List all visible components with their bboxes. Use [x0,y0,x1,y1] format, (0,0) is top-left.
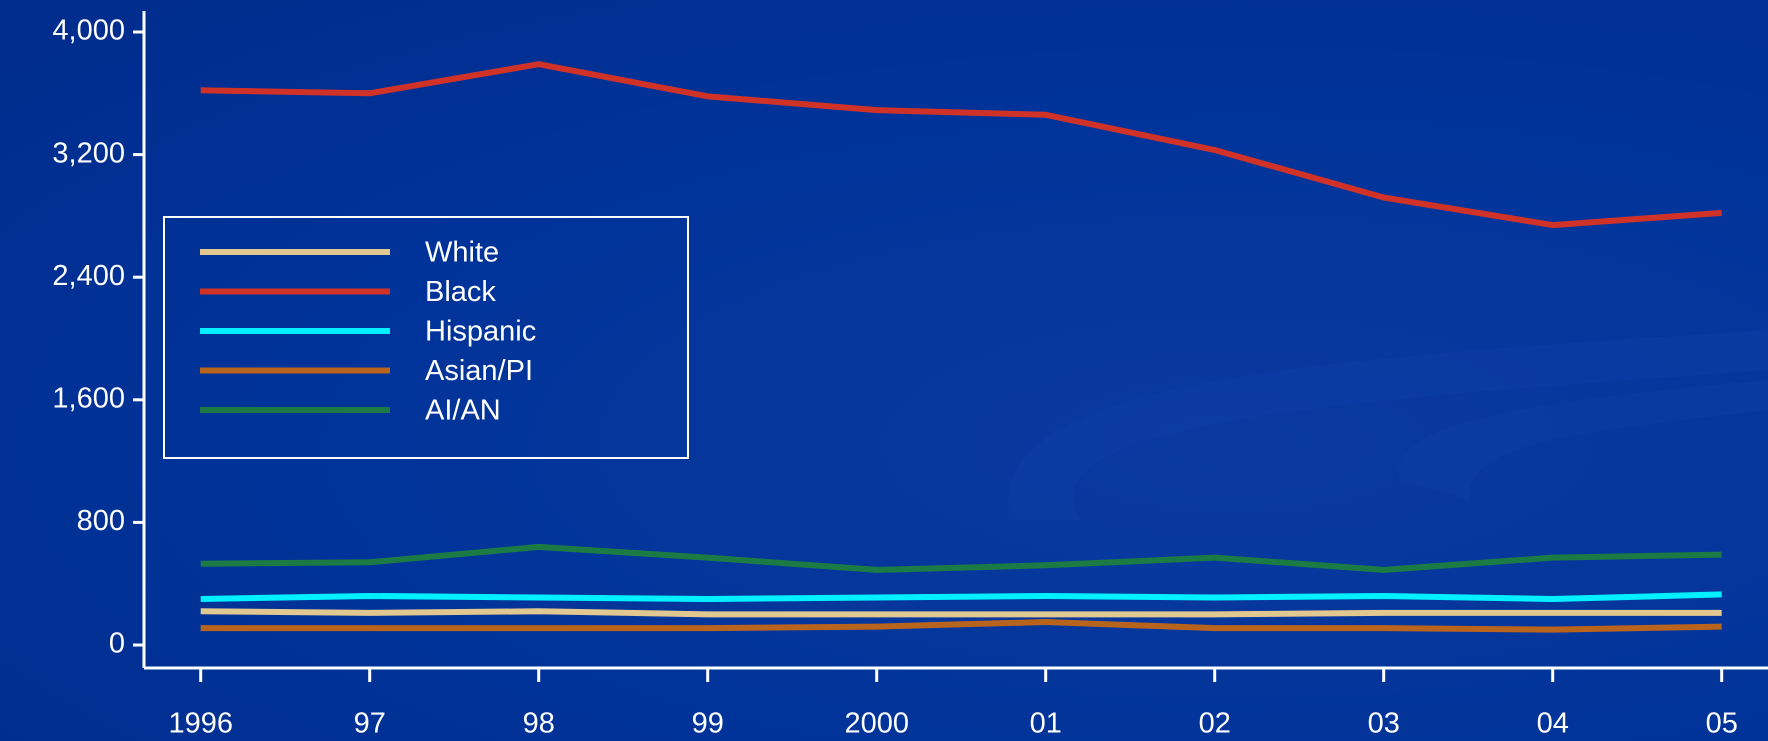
data-line [200,61,1722,229]
legend-label: White [425,237,499,269]
x-tick-label: 1996 [168,708,233,740]
legend-label: Hispanic [425,316,536,348]
y-tick-label: 4,000 [52,15,125,47]
data-line [200,543,1722,573]
x-tick-label: 03 [1368,708,1400,740]
x-tick-label: 05 [1706,708,1738,740]
background-swoosh [1008,330,1768,520]
y-tick-label: 800 [77,505,125,537]
y-tick-label: 1,600 [52,382,125,414]
x-tick-label: 2000 [844,708,909,740]
data-line [200,591,1722,603]
x-tick-label: 97 [354,708,386,740]
legend-box [163,216,689,459]
x-tick-label: 98 [523,708,555,740]
x-tick-label: 99 [692,708,724,740]
y-tick-label: 2,400 [52,260,125,292]
background-swoosh [1398,380,1768,500]
legend-label: AI/AN [425,395,501,427]
y-tick-label: 0 [109,628,125,660]
legend-label: Black [425,276,496,308]
data-line [200,619,1722,633]
legend-label: Asian/PI [425,355,533,387]
x-tick-label: 02 [1199,708,1231,740]
x-tick-label: 01 [1030,708,1062,740]
y-tick-label: 3,200 [52,137,125,169]
x-tick-label: 04 [1537,708,1569,740]
data-line [200,608,1722,618]
